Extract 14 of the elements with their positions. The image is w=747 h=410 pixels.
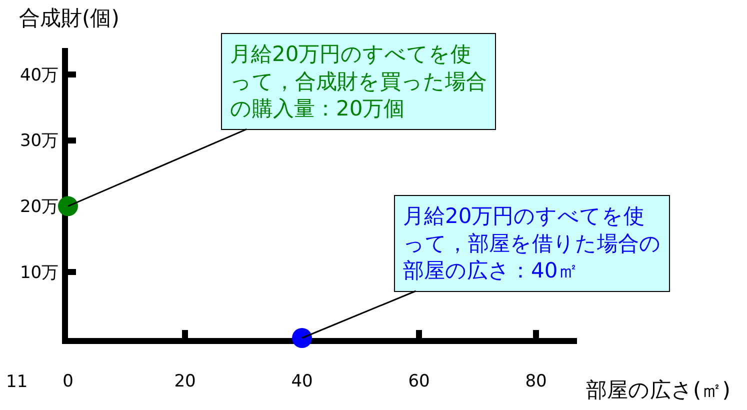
y-tick-label: 20万 [20, 197, 59, 218]
x-axis-title: 部屋の広さ(㎡) [586, 378, 730, 402]
x-tick-label: 40 [291, 371, 313, 392]
y-tick-label: 40万 [20, 65, 59, 86]
annotation: 月給20万円のすべてを使って，部屋を借りた場合の部屋の広さ：40㎡ [403, 204, 661, 283]
y-axis-title: 合成財(個) [19, 6, 120, 30]
annotation: 月給20万円のすべてを使って，合成財を買った場合の購入量：20万個 [230, 42, 487, 121]
y-tick-label: 30万 [20, 131, 59, 152]
x-tick-label: 20 [174, 371, 196, 392]
x-tick-label: 80 [525, 371, 547, 392]
x-tick-label: 60 [408, 371, 430, 392]
y-tick-label: 10万 [20, 263, 59, 284]
x-tick-label: 0 [62, 371, 74, 392]
text: 11 [6, 372, 28, 392]
